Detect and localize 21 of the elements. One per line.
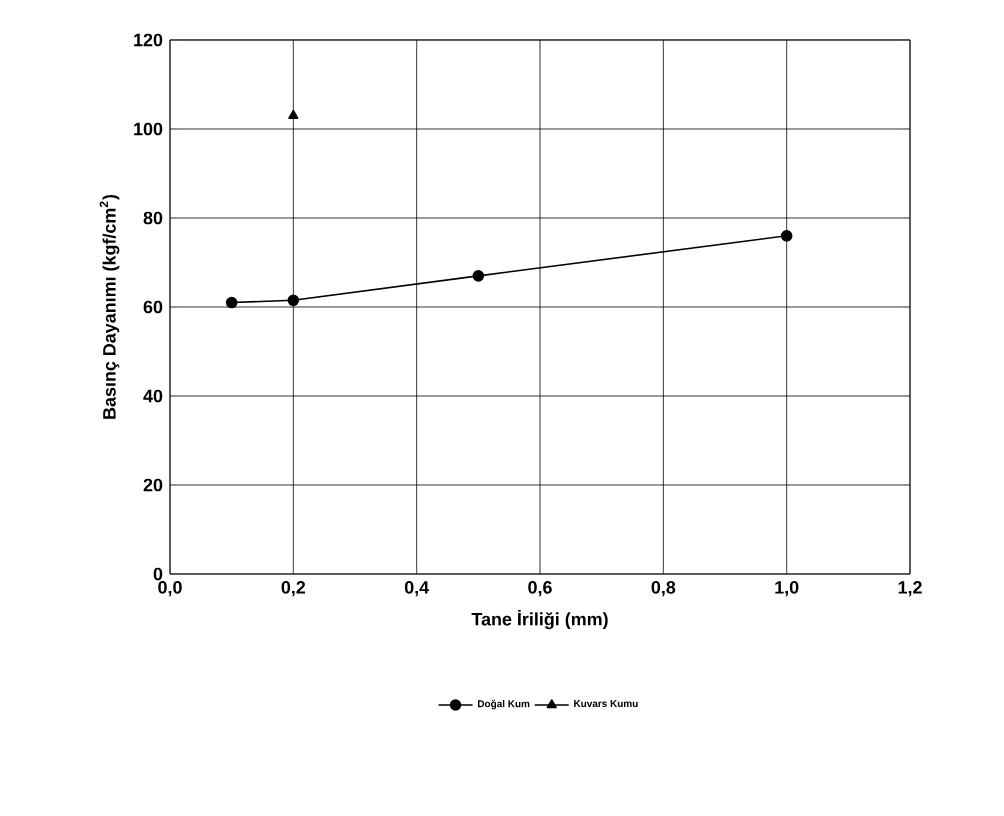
y-tick-label: 60	[143, 300, 163, 314]
y-tick-label: 120	[134, 33, 163, 47]
x-tick-label: 0,4	[404, 581, 430, 597]
y-tick-label: 20	[143, 478, 163, 492]
y-tick-label: 0	[153, 567, 163, 581]
x-tick-label: 1,2	[898, 581, 922, 597]
y-tick-label: 100	[134, 122, 163, 136]
y-tick-label: 40	[143, 389, 163, 403]
point	[225, 296, 238, 309]
x-tick-label: 0,8	[651, 581, 676, 597]
x-tick-label: 0,0	[158, 581, 182, 597]
point	[287, 294, 300, 307]
x-axis-title: Tane İriliği (mm)	[471, 610, 608, 630]
point	[288, 109, 299, 119]
point	[472, 270, 485, 282]
y-axis-title: Basınç Dayanımı (kgf/cm$^{2}$)	[99, 194, 120, 419]
x-tick-label: 1,0	[775, 581, 799, 597]
x-tick-label: 0,6	[528, 581, 552, 597]
y-tick-label: 80	[143, 211, 163, 225]
x-tick-label: 0,2	[281, 581, 306, 597]
point	[780, 230, 793, 242]
